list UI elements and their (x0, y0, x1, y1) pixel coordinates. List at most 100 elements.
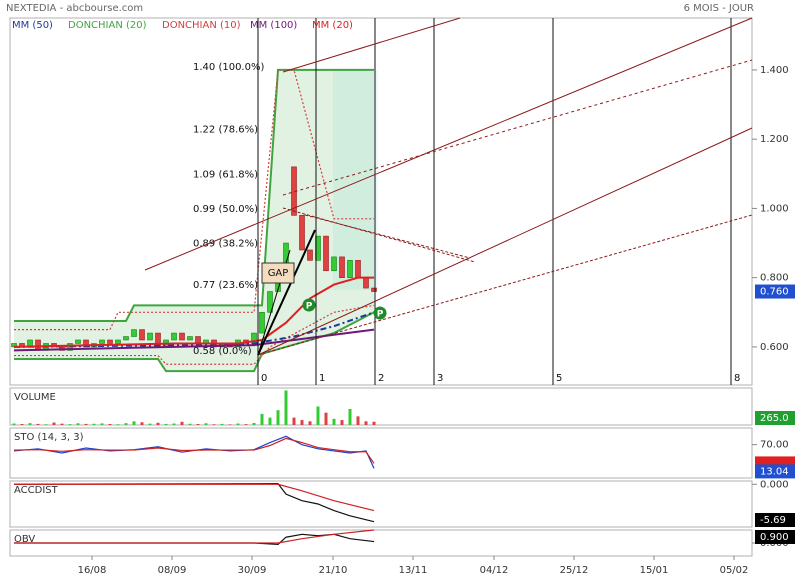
last-value-tag (755, 456, 795, 466)
fib-level-label: 0.99 (50.0%) (193, 204, 258, 215)
volume-bar (132, 421, 136, 425)
fib-time-label: 8 (734, 373, 740, 384)
fib-time-label: 2 (378, 373, 384, 384)
x-tick-label: 13/11 (399, 565, 428, 576)
legend-entry: MM (100) (250, 20, 297, 31)
volume-bar (212, 424, 216, 425)
fib-level-label: 0.89 (38.2%) (193, 239, 258, 250)
volume-bar (44, 424, 48, 425)
trend-line (257, 127, 753, 356)
volume-bar (260, 413, 264, 425)
volume-bar (36, 423, 40, 425)
period: 6 MOIS - JOUR (684, 3, 754, 14)
candle (35, 339, 41, 351)
volume-bar (356, 416, 360, 425)
last-value-tag (755, 411, 795, 425)
y-tick-label: 0.000 (760, 479, 789, 490)
candle (363, 277, 369, 289)
volume-bar (228, 424, 232, 425)
candle (371, 287, 377, 292)
volume-bar (284, 390, 288, 425)
candle (355, 260, 361, 278)
volume-bar (348, 408, 352, 425)
x-tick-label: 08/09 (158, 565, 187, 576)
panel-frame (9, 427, 753, 479)
fib-level-label: 0.77 (23.6%) (193, 280, 258, 291)
legend-entry: DONCHIAN (10) (162, 20, 241, 31)
volume-bar (364, 421, 368, 425)
candle (179, 332, 185, 341)
last-value-tag (755, 464, 795, 479)
gap-box (261, 262, 295, 284)
pivot-label: P (377, 310, 384, 320)
trend-line (304, 214, 471, 259)
candle (107, 339, 113, 344)
pivot-marker (373, 306, 387, 320)
panel-title: STO (14, 3, 3) (14, 432, 84, 443)
y-tick-label: 1.400 (760, 65, 789, 76)
volume-bar (116, 424, 120, 425)
y-tick-label: 1.000 (760, 203, 789, 214)
last-value-label: -5.69 (760, 515, 786, 526)
channel-lower (14, 311, 375, 373)
volume-bar (332, 418, 336, 425)
x-tick-label: 25/12 (560, 565, 589, 576)
fib-level-label: 1.22 (78.6%) (193, 124, 258, 135)
panel-frame (9, 387, 753, 426)
volume-bar (372, 421, 376, 425)
volume-bar (140, 422, 144, 425)
candle (259, 311, 265, 334)
y-tick-label: 0.600 (760, 342, 789, 353)
fib-time-label: 3 (437, 373, 443, 384)
trend-line (282, 17, 461, 73)
volume-bar (308, 421, 312, 425)
candle (307, 249, 313, 261)
trend-line (257, 229, 316, 356)
candle (131, 329, 137, 337)
volume-bar (204, 423, 208, 425)
volume-bar (236, 423, 240, 425)
candle (323, 235, 329, 272)
legend-entry: MM (50) (12, 20, 53, 31)
volume-bar (12, 423, 16, 425)
candle (147, 332, 153, 341)
volume-bar (108, 424, 112, 425)
volume-bar (276, 410, 280, 425)
candle (171, 332, 177, 341)
fib-level-label: 1.40 (100.0%) (193, 62, 264, 73)
volume-bar (300, 420, 304, 425)
indicator-line (14, 483, 375, 512)
last-value-label: 13.04 (760, 466, 789, 477)
last-value-tag (755, 513, 795, 527)
panel-title: ACCDIST (14, 485, 59, 496)
last-value-label: 265.0 (760, 413, 789, 424)
y-tick-label: 0.800 (760, 273, 789, 284)
trend-line (282, 207, 476, 263)
volume-bar (156, 422, 160, 425)
indicator-line (14, 529, 375, 544)
highlight-zone (333, 70, 378, 290)
candle (339, 256, 345, 278)
volume-bar (100, 423, 104, 425)
volume-bar (244, 424, 248, 425)
volume-bar (28, 423, 32, 425)
volume-bar (324, 412, 328, 425)
fib-time-label: 5 (556, 373, 562, 384)
page-title: NEXTEDIA - abcbourse.com (6, 3, 143, 14)
fib-time-label: 1 (319, 373, 325, 384)
moving-average (13, 328, 375, 352)
volume-bar (220, 423, 224, 425)
legend-entry: DONCHIAN (20) (68, 20, 147, 31)
x-tick-label: 15/01 (640, 565, 669, 576)
channel-lower (14, 304, 375, 365)
volume-bar (60, 423, 64, 425)
candle (331, 256, 337, 272)
volume-bar (188, 423, 192, 425)
volume-bar (148, 423, 152, 425)
moving-average (13, 276, 374, 348)
panel-title: VOLUME (14, 392, 56, 403)
pivot-marker (302, 298, 316, 312)
candle (75, 339, 81, 344)
candle (139, 329, 145, 341)
